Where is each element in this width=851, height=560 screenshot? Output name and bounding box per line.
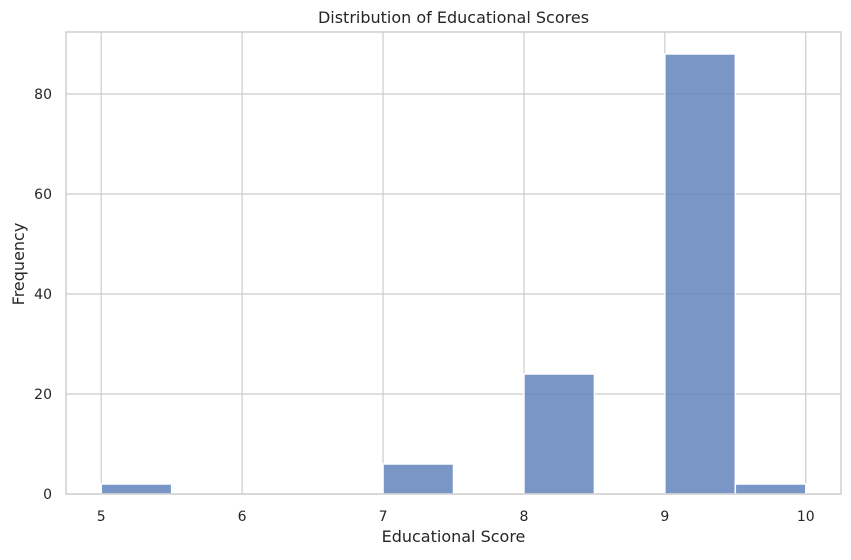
plot-area: 5 6 7 8 9 10 0 20 40 60 80 [34, 31, 842, 525]
y-tick-label-4: 80 [34, 87, 52, 103]
y-tick-label-1: 20 [34, 387, 52, 403]
y-tick-label-0: 0 [43, 487, 52, 503]
x-tick-label-4: 9 [660, 509, 669, 525]
histogram-bar-6 [523, 373, 596, 495]
histogram-bar-8 [664, 53, 737, 495]
x-axis-label: Educational Score [382, 527, 526, 546]
chart-title: Distribution of Educational Scores [318, 8, 589, 27]
y-axis-label: Frequency [9, 223, 28, 306]
y-tick-label-2: 40 [34, 287, 52, 303]
axes-frame [65, 31, 842, 495]
x-tick-label-3: 8 [519, 509, 528, 525]
x-tick-label-2: 7 [379, 509, 388, 525]
y-tick-label-3: 60 [34, 187, 52, 203]
histogram-bar-0 [100, 483, 173, 495]
x-tick-label-5: 10 [797, 509, 815, 525]
histogram-bar-9 [734, 483, 807, 495]
x-tick-label-1: 6 [238, 509, 247, 525]
histogram-bar-4 [382, 463, 455, 495]
x-tick-label-0: 5 [97, 509, 106, 525]
